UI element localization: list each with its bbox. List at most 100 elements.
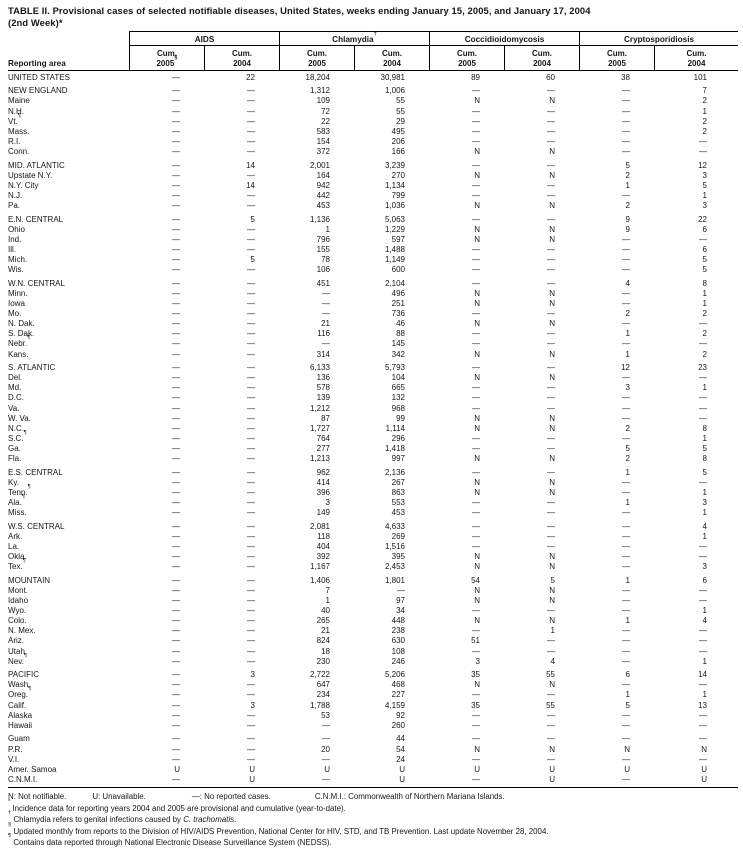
value-cell: 108 [391, 646, 405, 656]
value-cell: 154 [316, 136, 330, 146]
value-cell: — [172, 680, 180, 690]
reporting-area-cell: La. [8, 541, 20, 551]
value-cell: 6 [625, 670, 630, 680]
value-cell: 21 [321, 319, 330, 329]
value-cell: 4,633 [384, 521, 405, 531]
table-row: W. Va. — — 87 99 N N — — [8, 414, 738, 424]
value-cell: — [472, 606, 480, 616]
value-cell: 35 [471, 700, 480, 710]
value-cell: 578 [316, 383, 330, 393]
reporting-area-cell: S. Dak. [8, 329, 35, 339]
value-cell: — [172, 552, 180, 562]
reporting-area-cell: W.S. CENTRAL [8, 521, 65, 531]
value-cell: — [247, 126, 255, 136]
table-row: Va. — — 1,212 968 — — — — [8, 404, 738, 414]
value-cell: 101 [693, 72, 707, 82]
subcolumn-header: Cum. 2005§ [129, 46, 204, 71]
value-cell: U [399, 774, 405, 784]
value-cell: — [172, 299, 180, 309]
value-cell: N [474, 454, 480, 464]
footnote-marker: § [8, 821, 12, 828]
value-cell: 1 [625, 180, 630, 190]
value-cell: 2 [702, 126, 707, 136]
value-cell: 1,801 [384, 575, 405, 585]
value-cell: 2 [702, 349, 707, 359]
value-cell: — [472, 403, 480, 413]
value-cell: — [547, 190, 555, 200]
subcolumn-header-line1: Cum. [307, 49, 327, 58]
value-cell: — [547, 106, 555, 116]
table-row: Upstate N.Y. — — 164 270 N N 2 3 [8, 171, 738, 181]
value-cell: — [622, 319, 630, 329]
value-cell: — [472, 265, 480, 275]
value-cell: — [172, 116, 180, 126]
reporting-area-cell: P.R. [8, 744, 23, 754]
value-cell: — [622, 710, 630, 720]
value-cell: — [247, 531, 255, 541]
legend-row: N: Not notifiable. U: Unavailable. —: No r… [8, 792, 738, 802]
value-cell: — [622, 552, 630, 562]
value-cell: 1 [325, 596, 330, 606]
value-cell: — [247, 146, 255, 156]
value-cell: 3 [250, 700, 255, 710]
value-cell: 38 [621, 72, 630, 82]
value-cell: U [249, 774, 255, 784]
value-cell: 630 [391, 636, 405, 646]
table-row: Iowa — — — 251 N N — 1 [8, 299, 738, 309]
table-row: Idaho — — 1 97 N N — — [8, 596, 738, 606]
value-cell: 863 [391, 487, 405, 497]
value-cell: 106 [316, 265, 330, 275]
value-cell: — [247, 339, 255, 349]
value-cell: 230 [316, 656, 330, 666]
value-cell: N [474, 413, 480, 423]
table-row: Fla. — — 1,213 997 N N 2 8 [8, 454, 738, 464]
value-cell: 764 [316, 433, 330, 443]
table-row: Hawaii — — — 260 — — — — [8, 721, 738, 731]
page-title: TABLE II. Provisional cases of selected … [8, 5, 736, 28]
value-cell: — [247, 373, 255, 383]
value-cell: — [622, 531, 630, 541]
table-row: V.I. — — — 24 — — — — [8, 755, 738, 765]
value-cell: — [547, 383, 555, 393]
table-row: Miss. — — 149 453 — — — 1 [8, 508, 738, 518]
table-row: Amer. Samoa U U U U U U U U [8, 765, 738, 775]
value-cell: — [172, 309, 180, 319]
value-cell: 54 [471, 575, 480, 585]
value-cell: — [172, 433, 180, 443]
value-cell: — [472, 734, 480, 744]
reporting-area-cell: D.C. [8, 393, 24, 403]
value-cell: 1,213 [309, 454, 330, 464]
value-cell: 3,239 [384, 160, 405, 170]
value-cell: 55 [546, 700, 555, 710]
value-cell: 5,063 [384, 214, 405, 224]
legend-item: C.N.M.I.: Commonwealth of Northern Maria… [314, 791, 505, 801]
value-cell: — [547, 180, 555, 190]
value-cell: — [472, 278, 480, 288]
value-cell: 1,114 [385, 423, 405, 433]
value-cell: N [474, 552, 480, 562]
value-cell: — [472, 190, 480, 200]
value-cell: — [247, 477, 255, 487]
value-cell: 4,159 [384, 700, 405, 710]
value-cell: 14 [246, 180, 255, 190]
value-cell: 139 [316, 393, 330, 403]
value-cell: — [172, 136, 180, 146]
subcolumn-header-line2: 2005 [458, 58, 476, 68]
value-cell: — [247, 541, 255, 551]
footnote-marker: ¶ [27, 483, 31, 490]
value-cell: — [622, 656, 630, 666]
value-cell: 6 [702, 244, 707, 254]
value-cell: — [172, 585, 180, 595]
value-cell: N [474, 170, 480, 180]
value-cell: N [549, 477, 555, 487]
value-cell: — [472, 363, 480, 373]
value-cell: — [472, 774, 480, 784]
value-cell: N [474, 487, 480, 497]
value-cell: 145 [391, 339, 405, 349]
value-cell: 314 [316, 349, 330, 359]
value-cell: — [247, 299, 255, 309]
value-cell: — [172, 393, 180, 403]
table-row: Conn. — — 372 166 N N — — [8, 147, 738, 157]
table-row: Ala.¶ — — 3 553 — — 1 3 [8, 494, 738, 508]
value-cell: — [622, 265, 630, 275]
